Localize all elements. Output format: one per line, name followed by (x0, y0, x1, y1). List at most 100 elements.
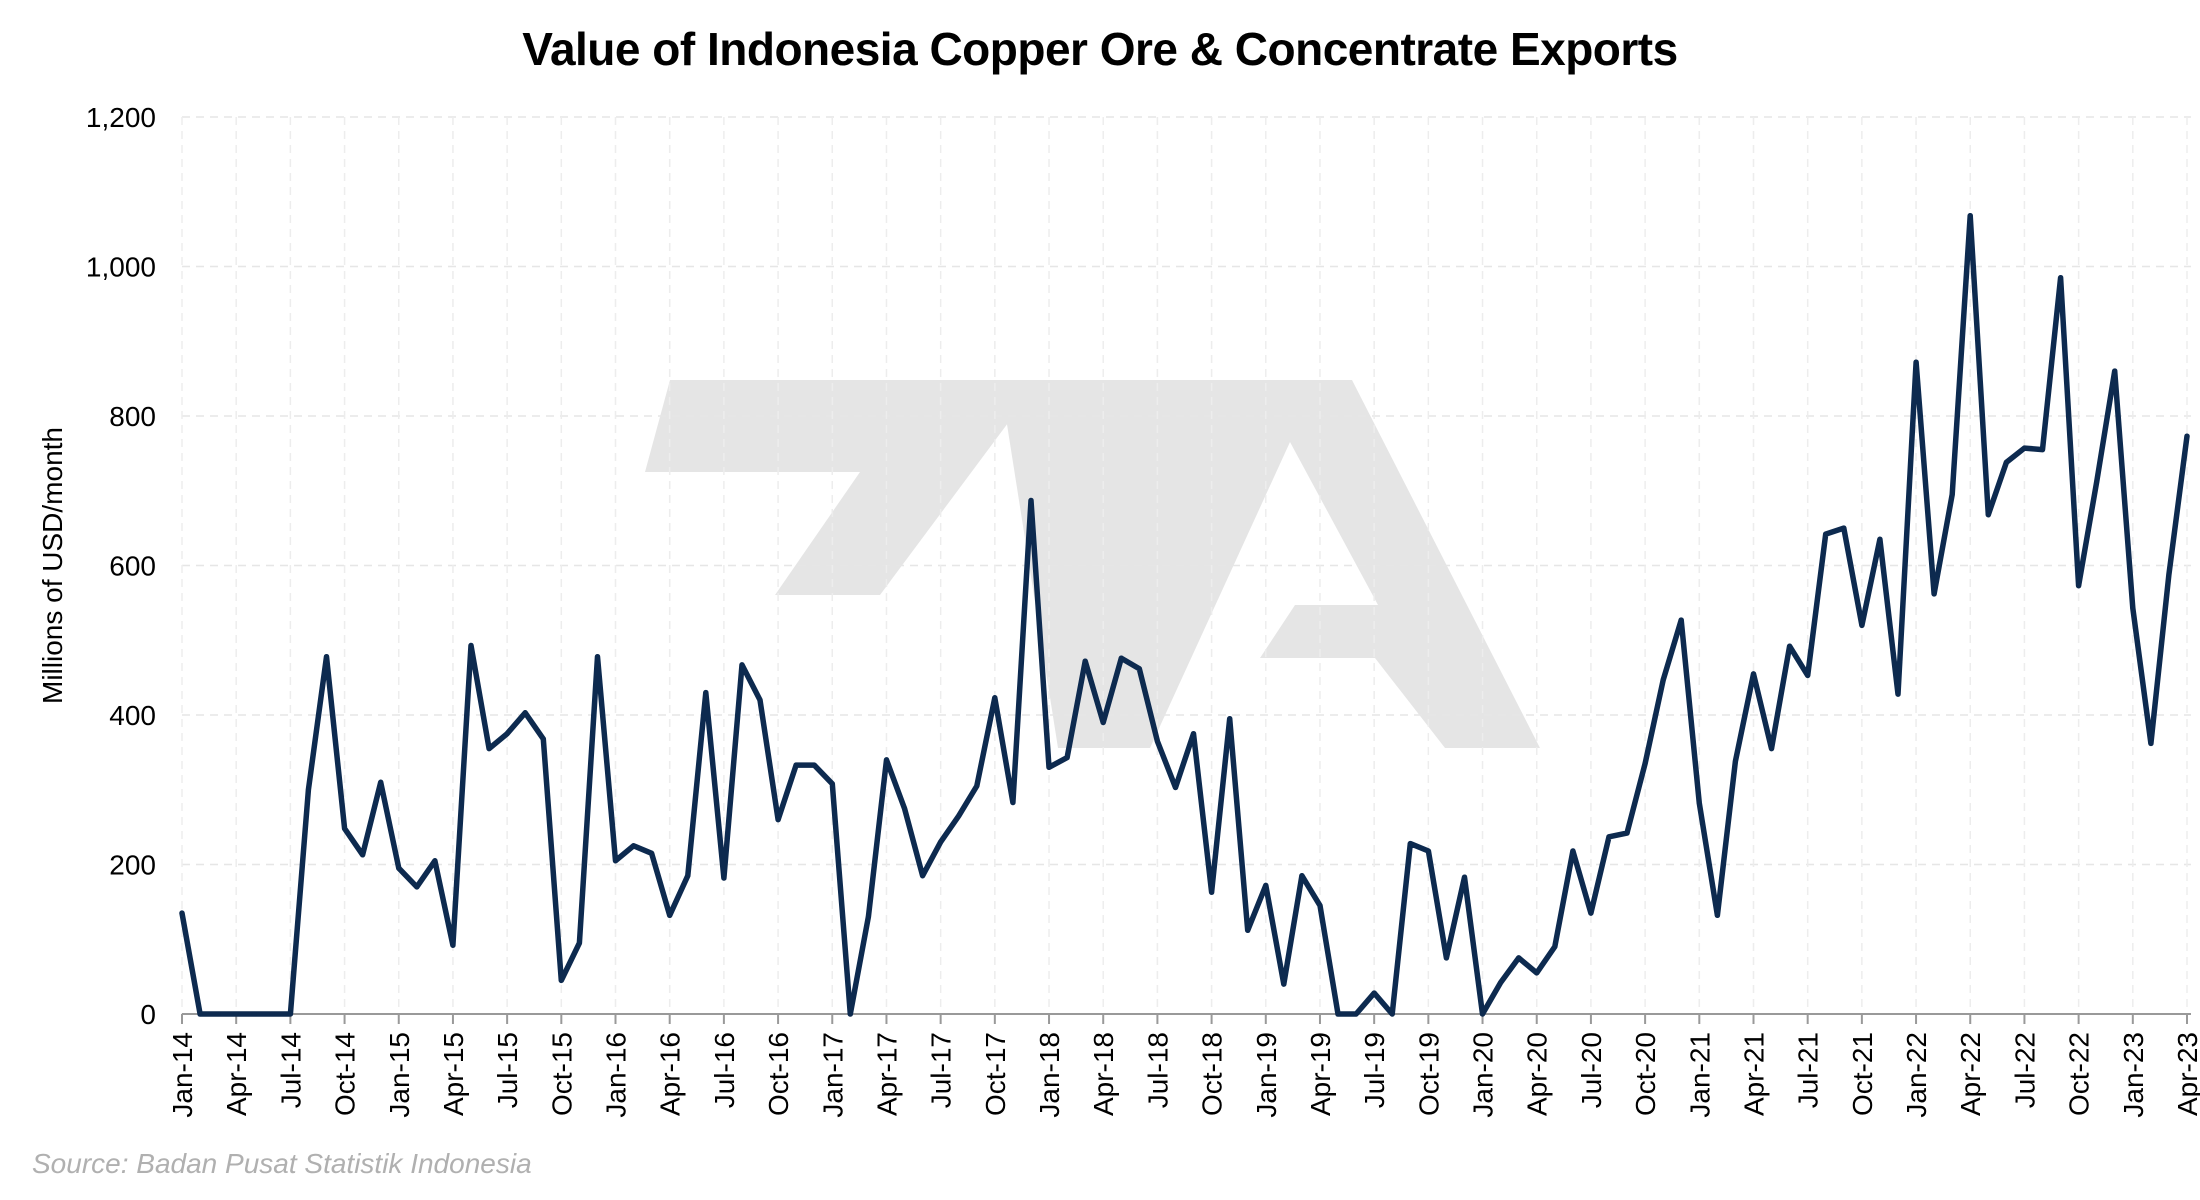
data-point (2003, 459, 2009, 465)
data-point (1353, 1011, 1359, 1017)
data-point (197, 1011, 203, 1017)
data-point (1913, 359, 1919, 365)
x-tick-label: Jul-18 (1142, 1032, 1173, 1108)
y-axis-label: Millions of USD/month (37, 427, 68, 704)
x-tick-label: Jul-17 (926, 1032, 957, 1108)
data-point (1931, 591, 1937, 597)
x-tick-label: Jan-22 (1901, 1032, 1932, 1118)
data-point (974, 783, 980, 789)
data-point (938, 839, 944, 845)
data-point (1227, 716, 1233, 722)
x-axis-ticks: Jan-14 Apr-14 Jul-14 Oct-14 Jan-15 Apr-15 Jul-… (167, 1014, 2200, 1118)
data-point (1805, 672, 1811, 678)
data-point (2184, 433, 2190, 439)
data-point (2112, 368, 2118, 374)
data-point (1624, 830, 1630, 836)
x-tick-label: Oct-15 (546, 1032, 577, 1116)
data-point (757, 697, 763, 703)
data-point (504, 731, 510, 737)
chart-title: Value of Indonesia Copper Ore & Concentr… (522, 23, 1678, 75)
data-point (1281, 981, 1287, 987)
data-point (1100, 719, 1106, 725)
data-point (269, 1011, 275, 1017)
x-tick-label: Jul-22 (2009, 1032, 2040, 1108)
data-point (1172, 785, 1178, 791)
data-point (1750, 671, 1756, 677)
data-point (1516, 955, 1522, 961)
data-point (360, 852, 366, 858)
data-point (2058, 275, 2064, 281)
source-note: Source: Badan Pusat Statistik Indonesia (32, 1148, 532, 1179)
data-point (378, 779, 384, 785)
data-point (1877, 536, 1883, 542)
data-point (992, 695, 998, 701)
data-point (179, 910, 185, 916)
y-tick-label: 800 (109, 401, 156, 432)
y-tick-label: 1,000 (86, 252, 156, 283)
x-tick-label: Jan-21 (1684, 1032, 1715, 1118)
data-point (1154, 738, 1160, 744)
x-tick-label: Jan-16 (601, 1032, 632, 1118)
data-point (1480, 1011, 1486, 1017)
data-point (1209, 889, 1215, 895)
data-point (1660, 677, 1666, 683)
series-line (179, 212, 2190, 1017)
data-point (2148, 740, 2154, 746)
data-point (558, 977, 564, 983)
data-point (1732, 758, 1738, 764)
x-tick-label: Jul-14 (275, 1032, 306, 1108)
data-point (324, 654, 330, 660)
x-tick-label: Jul-16 (709, 1032, 740, 1108)
data-point (287, 1011, 293, 1017)
data-point (1263, 882, 1269, 888)
watermark-a-shape (1000, 380, 1540, 748)
data-point (1823, 531, 1829, 537)
data-point (775, 817, 781, 823)
data-point (613, 858, 619, 864)
y-tick-label: 600 (109, 551, 156, 582)
data-point (1498, 980, 1504, 986)
data-point (883, 757, 889, 763)
data-point (2130, 605, 2136, 611)
data-point (594, 654, 600, 660)
data-point (305, 787, 311, 793)
data-point (522, 710, 528, 716)
data-point (1570, 848, 1576, 854)
data-point (251, 1011, 257, 1017)
x-tick-label: Oct-18 (1197, 1032, 1228, 1116)
data-point (1425, 848, 1431, 854)
data-point (1552, 944, 1558, 950)
data-point (1191, 731, 1197, 737)
data-point (1985, 512, 1991, 518)
data-point (396, 865, 402, 871)
data-point (486, 746, 492, 752)
x-tick-label: Jul-20 (1576, 1032, 1607, 1108)
data-point (1678, 617, 1684, 623)
data-point (1461, 874, 1467, 880)
y-tick-label: 200 (109, 850, 156, 881)
x-tick-label: Apr-18 (1088, 1032, 1119, 1116)
data-point (1317, 903, 1323, 909)
watermark-logo (645, 380, 1540, 748)
data-point (1028, 497, 1034, 503)
x-tick-label: Apr-19 (1305, 1032, 1336, 1116)
x-tick-label: Jan-18 (1034, 1032, 1065, 1118)
data-point (233, 1011, 239, 1017)
data-point (540, 736, 546, 742)
y-tick-label: 0 (140, 999, 156, 1030)
data-point (793, 762, 799, 768)
x-tick-label: Jan-17 (817, 1032, 848, 1118)
x-tick-label: Apr-21 (1738, 1032, 1769, 1116)
x-tick-label: Jan-20 (1468, 1032, 1499, 1118)
data-point (1534, 970, 1540, 976)
data-point (1010, 799, 1016, 805)
data-point (468, 642, 474, 648)
x-tick-label: Apr-20 (1522, 1032, 1553, 1116)
data-point (2094, 479, 2100, 485)
x-tick-label: Apr-15 (438, 1032, 469, 1116)
data-point (1588, 910, 1594, 916)
x-tick-label: Apr-22 (1955, 1032, 1986, 1116)
data-point (1371, 990, 1377, 996)
data-point (1407, 841, 1413, 847)
data-point (342, 826, 348, 832)
